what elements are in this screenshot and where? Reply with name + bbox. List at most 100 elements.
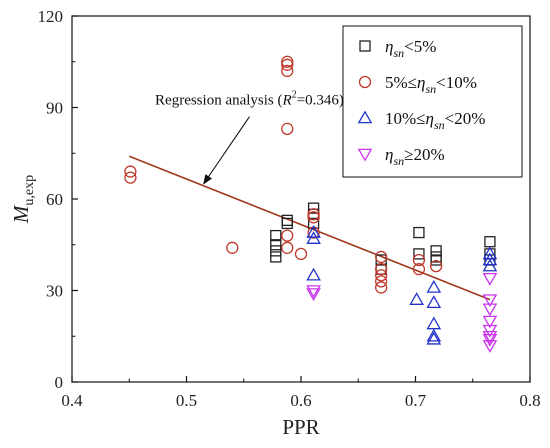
data-point — [281, 217, 293, 230]
y-axis-title: Mu,exp — [9, 175, 37, 224]
data-point — [226, 241, 239, 254]
data-point — [426, 279, 442, 293]
legend-label-sub: sn — [425, 82, 436, 96]
data-point — [294, 247, 308, 261]
x-tick-label: 0.4 — [61, 391, 83, 410]
data-point — [307, 208, 320, 221]
legend-label-pre: 10%≤ — [385, 109, 426, 128]
data-point — [281, 64, 294, 78]
legend-label-sub: sn — [393, 154, 404, 168]
anno-sup: 2 — [292, 89, 297, 100]
y-tick-label: 120 — [38, 7, 64, 26]
y-tick-label: 90 — [46, 99, 63, 118]
series-triangle-down — [306, 272, 498, 353]
data-point — [270, 245, 282, 257]
legend-label-eta: η — [426, 109, 434, 128]
data-point — [429, 259, 443, 273]
data-point — [124, 165, 137, 178]
legend-marker — [357, 110, 373, 124]
series-triangle-up — [306, 225, 498, 345]
data-points — [124, 55, 498, 353]
regression-annotation-text: Regression analysis (R2=0.346) — [155, 89, 344, 108]
data-point — [306, 225, 321, 238]
legend-label-tail: <5% — [404, 37, 436, 56]
data-point — [412, 262, 426, 276]
legend-item: ηsn≥20% — [357, 145, 445, 168]
data-point — [482, 272, 498, 286]
legend-item: ηsn<5% — [359, 37, 436, 60]
data-point — [281, 58, 294, 71]
anno-suffix: =0.346) — [297, 92, 344, 108]
x-tick-label: 0.5 — [176, 391, 197, 410]
data-point — [306, 267, 321, 281]
data-point — [430, 245, 442, 257]
data-point — [374, 281, 388, 294]
regression-annotation: Regression analysis (R2=0.346) — [155, 89, 344, 185]
data-point — [306, 285, 321, 299]
legend-label-eta: η — [385, 37, 393, 56]
data-point — [430, 254, 442, 266]
data-point — [484, 236, 496, 248]
legend-label-tail: ≥20% — [404, 145, 445, 164]
ticks: 0.4 0.5 0.6 0.7 0.8 0 30 60 90 120 — [38, 7, 541, 410]
data-point — [124, 171, 137, 184]
data-point — [426, 295, 442, 309]
data-point — [482, 340, 498, 353]
data-point — [482, 324, 498, 338]
legend-label: 10%≤ηsn<20% — [385, 109, 485, 132]
data-point — [482, 315, 498, 329]
data-point — [482, 294, 498, 308]
x-tick-label: 0.7 — [405, 391, 427, 410]
data-point — [426, 316, 442, 330]
legend-label-sub: sn — [434, 118, 445, 132]
data-point — [412, 253, 426, 267]
data-point — [374, 275, 388, 288]
data-point — [374, 269, 388, 282]
legend-label-pre: 5%≤ — [385, 73, 417, 92]
data-point — [409, 292, 424, 305]
data-point — [426, 331, 442, 345]
data-point — [281, 122, 294, 136]
legend-item: 10%≤ηsn<20% — [357, 109, 485, 132]
x-axis-title: PPR — [282, 415, 319, 439]
data-point — [307, 211, 320, 224]
y-tick-label: 30 — [46, 282, 63, 301]
legend-marker — [357, 148, 373, 162]
data-point — [374, 262, 388, 276]
data-point — [270, 229, 282, 242]
data-point — [482, 303, 498, 317]
data-point — [482, 258, 498, 272]
data-point — [482, 246, 498, 260]
legend-label: 5%≤ηsn<10% — [385, 73, 477, 96]
data-point — [281, 229, 294, 242]
data-point — [413, 226, 425, 239]
data-point — [281, 55, 294, 68]
anno-prefix: Regression analysis ( — [155, 92, 282, 108]
data-point — [426, 328, 442, 342]
legend-label-sub: sn — [393, 46, 404, 60]
data-point — [413, 248, 425, 260]
data-point — [374, 250, 388, 264]
y-axis-title-main: M — [9, 204, 33, 224]
data-point — [307, 217, 320, 230]
y-tick-label: 60 — [46, 190, 63, 209]
series-circle — [124, 55, 443, 294]
y-axis-title-subscript: u,exp — [22, 175, 37, 206]
data-point — [270, 239, 282, 251]
annotation-arrow — [203, 116, 250, 185]
data-point — [306, 288, 321, 302]
legend-label: ηsn≥20% — [385, 145, 445, 168]
data-point — [270, 251, 282, 263]
legend-item: 5%≤ηsn<10% — [358, 73, 477, 96]
y-tick-label: 0 — [55, 373, 64, 392]
legend-label-eta: η — [417, 73, 425, 92]
legend-label-tail: <20% — [445, 109, 486, 128]
x-tick-label: 0.8 — [519, 391, 540, 410]
legend-marker — [358, 75, 372, 89]
legend-label-eta: η — [385, 145, 393, 164]
legend-marker — [359, 40, 371, 52]
data-point — [482, 333, 498, 347]
anno-r: R — [282, 92, 292, 108]
data-point — [306, 231, 321, 244]
